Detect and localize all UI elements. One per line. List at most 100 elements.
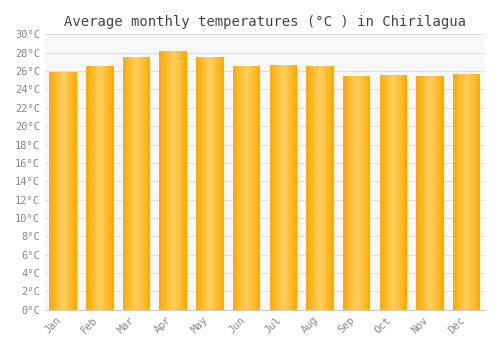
Polygon shape — [209, 57, 210, 310]
Polygon shape — [220, 57, 221, 310]
Polygon shape — [233, 65, 234, 310]
Polygon shape — [129, 57, 130, 310]
Polygon shape — [236, 65, 238, 310]
Polygon shape — [254, 65, 255, 310]
Polygon shape — [307, 66, 308, 310]
Polygon shape — [180, 51, 182, 310]
Polygon shape — [206, 57, 207, 310]
Polygon shape — [418, 76, 419, 310]
Title: Average monthly temperatures (°C ) in Chirilagua: Average monthly temperatures (°C ) in Ch… — [64, 15, 466, 29]
Polygon shape — [390, 75, 392, 310]
Polygon shape — [134, 57, 136, 310]
Polygon shape — [221, 57, 222, 310]
Polygon shape — [234, 65, 236, 310]
Polygon shape — [356, 76, 358, 310]
Polygon shape — [286, 65, 287, 310]
Polygon shape — [104, 66, 106, 310]
Polygon shape — [326, 66, 328, 310]
Polygon shape — [250, 65, 251, 310]
Polygon shape — [243, 65, 244, 310]
Polygon shape — [110, 66, 111, 310]
Polygon shape — [218, 57, 219, 310]
Polygon shape — [364, 76, 365, 310]
Polygon shape — [178, 51, 180, 310]
Polygon shape — [296, 65, 297, 310]
Polygon shape — [442, 76, 443, 310]
Polygon shape — [406, 75, 407, 310]
Polygon shape — [478, 74, 480, 310]
Polygon shape — [366, 76, 368, 310]
Polygon shape — [348, 76, 350, 310]
Polygon shape — [277, 65, 278, 310]
Polygon shape — [208, 57, 209, 310]
Polygon shape — [362, 76, 363, 310]
Polygon shape — [466, 74, 468, 310]
Polygon shape — [314, 66, 316, 310]
Polygon shape — [141, 57, 142, 310]
Polygon shape — [294, 65, 295, 310]
Polygon shape — [222, 57, 223, 310]
Polygon shape — [360, 76, 361, 310]
Polygon shape — [207, 57, 208, 310]
Polygon shape — [395, 75, 396, 310]
Polygon shape — [424, 76, 426, 310]
Polygon shape — [387, 75, 388, 310]
Polygon shape — [238, 65, 240, 310]
Polygon shape — [219, 57, 220, 310]
Polygon shape — [460, 74, 461, 310]
Polygon shape — [96, 66, 97, 310]
Polygon shape — [358, 76, 360, 310]
Polygon shape — [136, 57, 138, 310]
Polygon shape — [439, 76, 440, 310]
Polygon shape — [434, 76, 436, 310]
Polygon shape — [363, 76, 364, 310]
Polygon shape — [428, 76, 429, 310]
Polygon shape — [163, 51, 164, 310]
Polygon shape — [320, 66, 321, 310]
Polygon shape — [89, 66, 90, 310]
Polygon shape — [404, 75, 405, 310]
Polygon shape — [256, 65, 258, 310]
Polygon shape — [100, 66, 101, 310]
Polygon shape — [368, 76, 370, 310]
Polygon shape — [148, 57, 150, 310]
Polygon shape — [107, 66, 108, 310]
Polygon shape — [240, 65, 241, 310]
Polygon shape — [392, 75, 394, 310]
Polygon shape — [126, 57, 128, 310]
Polygon shape — [166, 51, 167, 310]
Polygon shape — [384, 75, 385, 310]
Polygon shape — [386, 75, 387, 310]
Polygon shape — [312, 66, 314, 310]
Polygon shape — [94, 66, 96, 310]
Polygon shape — [354, 76, 355, 310]
Polygon shape — [57, 72, 58, 310]
Polygon shape — [472, 74, 473, 310]
Polygon shape — [162, 51, 163, 310]
Polygon shape — [272, 65, 273, 310]
Polygon shape — [278, 65, 280, 310]
Polygon shape — [244, 65, 245, 310]
Polygon shape — [175, 51, 176, 310]
Polygon shape — [441, 76, 442, 310]
Polygon shape — [427, 76, 428, 310]
Polygon shape — [329, 66, 330, 310]
Polygon shape — [430, 76, 431, 310]
Polygon shape — [274, 65, 275, 310]
Polygon shape — [396, 75, 397, 310]
Polygon shape — [319, 66, 320, 310]
Polygon shape — [176, 51, 177, 310]
Polygon shape — [454, 74, 456, 310]
Polygon shape — [331, 66, 332, 310]
Polygon shape — [270, 65, 272, 310]
Polygon shape — [276, 65, 277, 310]
Polygon shape — [253, 65, 254, 310]
Polygon shape — [60, 72, 62, 310]
Polygon shape — [394, 75, 395, 310]
Polygon shape — [317, 66, 318, 310]
Polygon shape — [109, 66, 110, 310]
Polygon shape — [350, 76, 351, 310]
Polygon shape — [197, 57, 198, 310]
Polygon shape — [290, 65, 292, 310]
Polygon shape — [330, 66, 331, 310]
